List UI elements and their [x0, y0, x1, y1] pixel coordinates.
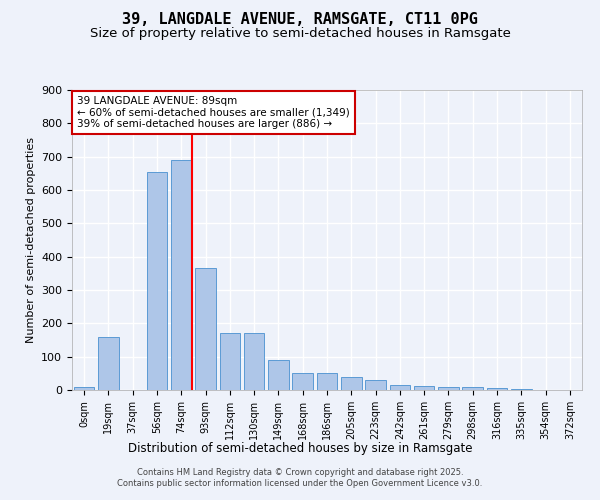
Bar [317, 374, 337, 390]
Bar [438, 386, 459, 390]
Bar [511, 389, 532, 390]
Bar [244, 334, 265, 390]
Bar [98, 336, 119, 390]
Bar [414, 386, 434, 390]
Bar [389, 385, 410, 390]
Text: Distribution of semi-detached houses by size in Ramsgate: Distribution of semi-detached houses by … [128, 442, 472, 455]
Bar [146, 172, 167, 390]
Bar [220, 334, 240, 390]
Bar [341, 378, 362, 390]
Bar [195, 268, 216, 390]
Text: Contains HM Land Registry data © Crown copyright and database right 2025.
Contai: Contains HM Land Registry data © Crown c… [118, 468, 482, 487]
Bar [171, 160, 191, 390]
Text: Size of property relative to semi-detached houses in Ramsgate: Size of property relative to semi-detach… [89, 28, 511, 40]
Y-axis label: Number of semi-detached properties: Number of semi-detached properties [26, 137, 35, 343]
Text: 39, LANGDALE AVENUE, RAMSGATE, CT11 0PG: 39, LANGDALE AVENUE, RAMSGATE, CT11 0PG [122, 12, 478, 28]
Bar [365, 380, 386, 390]
Bar [487, 388, 508, 390]
Bar [74, 388, 94, 390]
Bar [292, 374, 313, 390]
Bar [463, 388, 483, 390]
Text: 39 LANGDALE AVENUE: 89sqm
← 60% of semi-detached houses are smaller (1,349)
39% : 39 LANGDALE AVENUE: 89sqm ← 60% of semi-… [77, 96, 350, 129]
Bar [268, 360, 289, 390]
